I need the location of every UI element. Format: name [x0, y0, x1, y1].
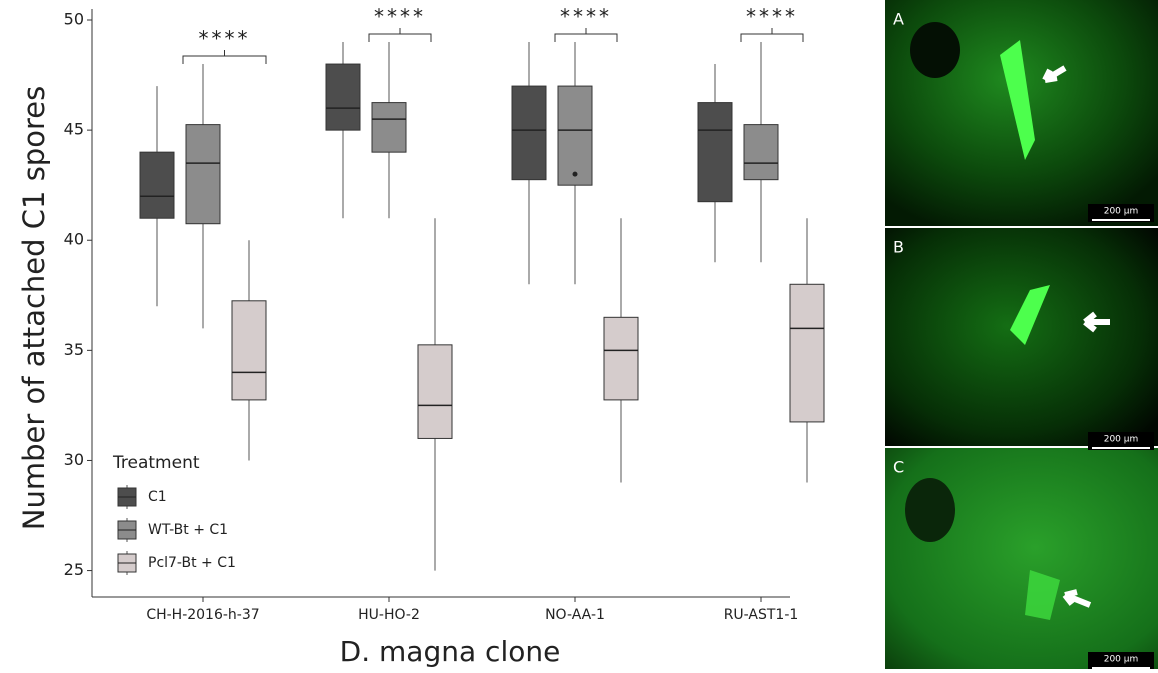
legend-label: Pcl7-Bt + C1: [148, 555, 236, 571]
scale-label: 200 µm: [1104, 655, 1139, 665]
legend-label: C1: [148, 489, 167, 505]
box: [698, 103, 732, 202]
y-tick-label: 50: [64, 10, 84, 29]
box: [604, 317, 638, 400]
legend-label: WT-Bt + C1: [148, 522, 228, 538]
box: [744, 125, 778, 180]
y-tick-label: 25: [64, 560, 84, 579]
box: [186, 125, 220, 224]
box: [790, 284, 824, 422]
eye: [905, 478, 955, 542]
box: [512, 86, 546, 180]
y-axis-label: Number of attached C1 spores: [17, 86, 51, 530]
panel-label: B: [893, 238, 904, 257]
box: [372, 103, 406, 153]
box: [232, 301, 266, 400]
box: [558, 86, 592, 185]
scale-label: 200 µm: [1104, 435, 1139, 445]
panel-label: C: [893, 458, 904, 477]
eye: [910, 22, 960, 78]
significance-bracket: [183, 50, 266, 64]
significance-label: ****: [374, 5, 426, 29]
significance-bracket: [369, 28, 431, 42]
y-tick-label: 35: [64, 340, 84, 359]
image-panels: [885, 0, 1158, 669]
significance-label: ****: [199, 27, 251, 51]
significance-bracket: [741, 28, 803, 42]
box: [140, 152, 174, 218]
legend-title: Treatment: [112, 453, 200, 473]
x-tick-label: NO-AA-1: [545, 607, 605, 623]
y-tick-label: 30: [64, 450, 84, 469]
y-tick-label: 40: [64, 230, 84, 249]
outlier: [573, 172, 578, 177]
panel-label: A: [893, 10, 904, 29]
box: [326, 64, 360, 130]
figure: Number of attached C1 spores D. magna cl…: [0, 0, 1158, 669]
x-tick-label: RU-AST1-1: [724, 607, 799, 623]
box: [418, 345, 452, 439]
significance-label: ****: [746, 5, 798, 29]
scale-label: 200 µm: [1104, 207, 1139, 217]
y-tick-label: 45: [64, 120, 84, 139]
significance-bracket: [555, 28, 617, 42]
significance-label: ****: [560, 5, 612, 29]
x-axis-label: D. magna clone: [340, 635, 561, 668]
x-tick-label: HU-HO-2: [358, 607, 420, 623]
x-tick-label: CH-H-2016-h-37: [146, 607, 259, 623]
